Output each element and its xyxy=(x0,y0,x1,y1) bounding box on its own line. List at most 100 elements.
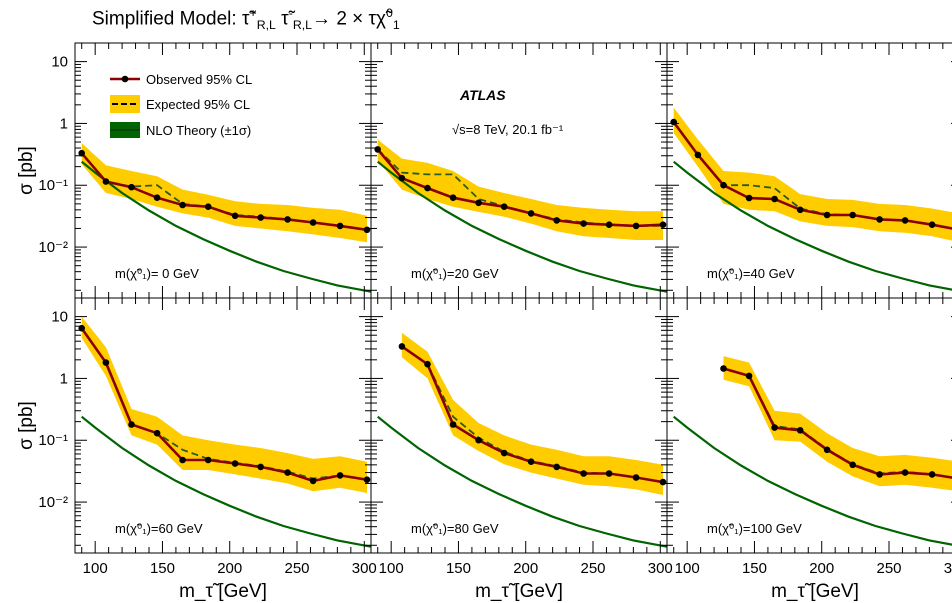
observed-point xyxy=(876,216,883,223)
y-tick-label: 10 xyxy=(51,309,68,326)
observed-point xyxy=(309,219,317,226)
x-tick-label: 300 xyxy=(944,560,952,577)
observed-point xyxy=(204,203,212,210)
observed-point xyxy=(128,183,135,191)
expected-band-0 xyxy=(81,143,367,243)
theory-line-0 xyxy=(81,160,371,293)
observed-point xyxy=(204,456,212,464)
x-tick-label: 250 xyxy=(876,560,901,577)
legend-observed-marker xyxy=(121,75,129,83)
y-axis-title: σ [pb] xyxy=(16,146,37,195)
observed-point xyxy=(605,470,613,477)
observed-point xyxy=(849,211,856,219)
atlas-label: ATLAS xyxy=(459,87,506,103)
x-tick-label: 150 xyxy=(150,560,175,577)
x-tick-label: 200 xyxy=(513,560,538,577)
y-tick-label: 1 xyxy=(60,115,68,132)
x-tick-label: 250 xyxy=(580,560,605,577)
observed-point xyxy=(102,178,110,185)
legend-expected-text: Expected 95% CL xyxy=(146,97,250,112)
y-tick-label: 10⁻² xyxy=(38,239,68,256)
energy-label: √s=8 TeV, 20.1 fb⁻¹ xyxy=(452,122,564,137)
panel-mass-label: m(χ̃⁰₁)=60 GeV xyxy=(115,521,203,536)
theory-line-2 xyxy=(673,160,952,291)
observed-point xyxy=(928,221,936,228)
observed-point xyxy=(823,211,831,219)
observed-point xyxy=(901,217,909,224)
observed-point xyxy=(553,463,560,471)
x-axis-title: m_τ̃ [GeV] xyxy=(179,581,267,602)
observed-point xyxy=(128,421,135,428)
observed-point xyxy=(745,194,753,202)
observed-line-3 xyxy=(80,327,368,483)
theory-line-1 xyxy=(377,160,667,293)
expected-band-1 xyxy=(377,139,663,240)
observed-point xyxy=(580,220,587,227)
observed-point xyxy=(231,460,239,467)
panel-frame-5 xyxy=(666,297,952,554)
panel-mass-label: m(χ̃⁰₁)=100 GeV xyxy=(707,521,802,536)
y-tick-label: 10⁻¹ xyxy=(38,432,68,449)
observed-point xyxy=(153,429,161,437)
observed-point xyxy=(424,360,431,368)
observed-line-1 xyxy=(376,148,664,228)
observed-point xyxy=(720,365,727,372)
observed-point xyxy=(849,461,856,469)
x-tick-label: 100 xyxy=(675,560,700,577)
observed-point xyxy=(659,221,667,228)
observed-point xyxy=(670,118,677,126)
observed-point xyxy=(257,214,265,221)
observed-point xyxy=(720,181,727,189)
observed-point xyxy=(632,222,640,230)
observed-point xyxy=(796,427,804,434)
observed-point xyxy=(153,194,161,201)
observed-point xyxy=(231,212,239,220)
observed-point xyxy=(179,201,186,209)
x-tick-label: 200 xyxy=(217,560,242,577)
panel-mass-label: m(χ̃⁰₁)=40 GeV xyxy=(707,266,795,281)
observed-point xyxy=(694,151,702,159)
observed-point xyxy=(284,216,291,223)
observed-point xyxy=(796,206,804,214)
x-tick-label: 300 xyxy=(648,560,673,577)
x-axis-title: m_τ̃ [GeV] xyxy=(475,581,563,602)
observed-point xyxy=(823,446,831,454)
theory-line-3 xyxy=(81,415,371,548)
theory-line-4 xyxy=(377,415,667,548)
observed-point xyxy=(580,470,587,477)
observed-point xyxy=(876,471,883,478)
observed-point xyxy=(398,343,406,350)
observed-point xyxy=(475,436,482,444)
observed-point xyxy=(771,424,778,431)
expected-band-5 xyxy=(723,356,952,491)
observed-point xyxy=(363,476,371,484)
x-tick-label: 100 xyxy=(83,560,108,577)
panel-frame-4 xyxy=(370,297,668,554)
observed-point xyxy=(605,221,613,228)
observed-point xyxy=(901,469,909,476)
observed-point xyxy=(659,478,667,486)
legend-observed-text: Observed 95% CL xyxy=(146,72,252,87)
observed-point xyxy=(771,195,778,203)
observed-line-5 xyxy=(723,367,952,479)
observed-point xyxy=(336,222,344,230)
panel-mass-label: m(χ̃⁰₁)=20 GeV xyxy=(411,266,499,281)
legend-theory-text: NLO Theory (±1σ) xyxy=(146,123,251,138)
x-axis-title: m_τ̃ [GeV] xyxy=(771,581,859,602)
observed-point xyxy=(179,456,186,464)
y-tick-label: 10 xyxy=(51,54,68,71)
observed-point xyxy=(336,472,344,479)
observed-point xyxy=(553,217,560,224)
observed-point xyxy=(449,194,457,201)
expected-band-4 xyxy=(401,332,663,495)
observed-point xyxy=(500,449,508,457)
y-tick-label: 1 xyxy=(60,370,68,387)
observed-point xyxy=(928,471,936,478)
x-tick-label: 250 xyxy=(284,560,309,577)
panel-mass-label: m(χ̃⁰₁)=80 GeV xyxy=(411,521,499,536)
observed-point xyxy=(284,469,291,476)
observed-point xyxy=(424,184,431,192)
panel-frame-3 xyxy=(74,297,372,554)
observed-point xyxy=(527,458,535,466)
